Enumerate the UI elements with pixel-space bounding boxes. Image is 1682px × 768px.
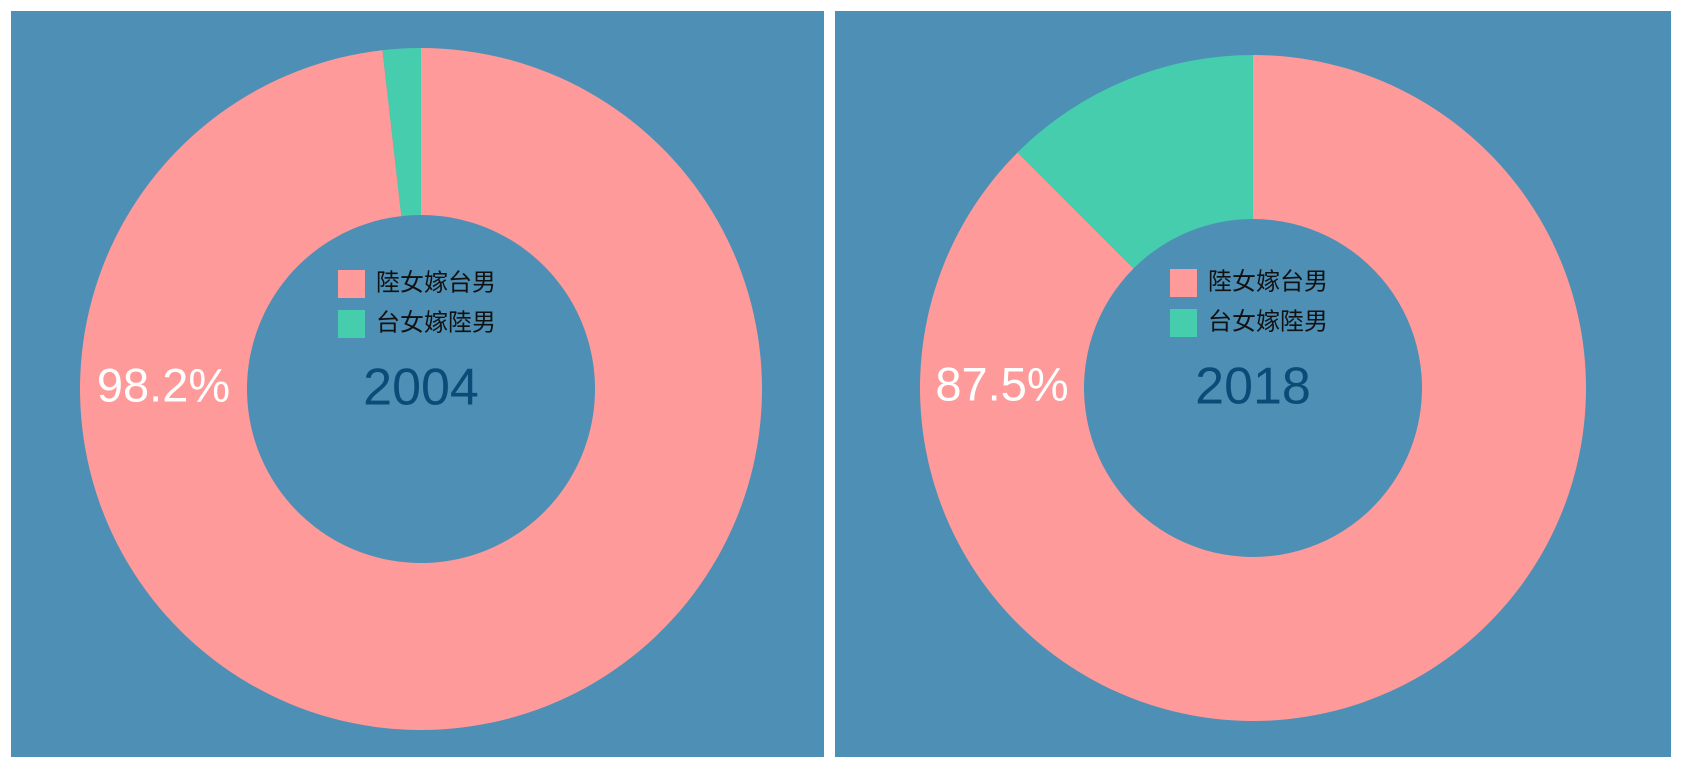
legend-label: 台女嫁陸男: [376, 309, 496, 336]
value-label: 98.2%: [97, 358, 230, 411]
center-title: 2018: [1195, 358, 1311, 416]
legend-swatch: [338, 310, 365, 338]
donut-segment: [919, 55, 1586, 722]
value-label: 87.5%: [935, 357, 1068, 410]
legend-label: 台女嫁陸男: [1208, 308, 1328, 335]
legend-swatch: [1170, 269, 1197, 297]
legend-swatch: [338, 270, 365, 298]
donut-segment: [382, 48, 421, 217]
legend-label: 陸女嫁台男: [376, 269, 496, 296]
legend-label: 陸女嫁台男: [1208, 268, 1328, 295]
legend-swatch: [1170, 309, 1197, 337]
center-title: 2004: [363, 359, 479, 417]
donut-segment: [79, 48, 763, 731]
donut-segment: [1017, 55, 1253, 269]
